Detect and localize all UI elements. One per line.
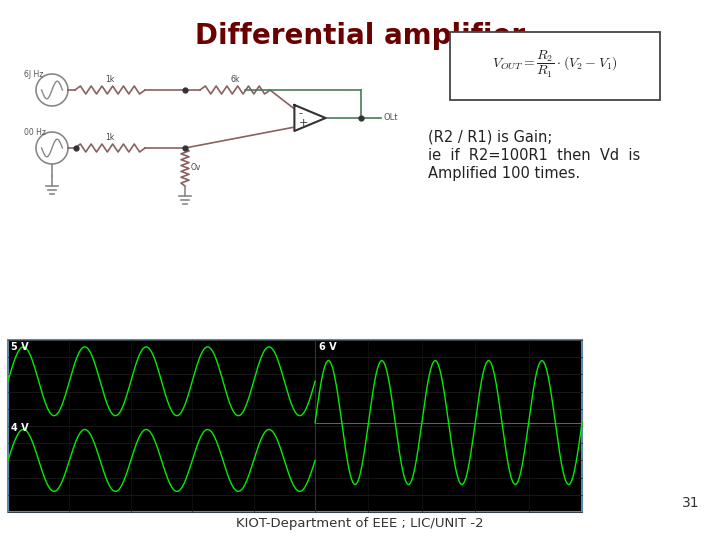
Bar bbox=[450, 32, 660, 100]
Text: 6k: 6k bbox=[230, 75, 240, 84]
Text: Amplified 100 times.: Amplified 100 times. bbox=[428, 166, 580, 181]
Text: 1k: 1k bbox=[105, 75, 114, 84]
Text: +: + bbox=[298, 118, 307, 128]
Text: $V_{OUT} = \dfrac{R_2}{R_1} \cdot (V_2 - V_1)$: $V_{OUT} = \dfrac{R_2}{R_1} \cdot (V_2 -… bbox=[492, 49, 618, 79]
Text: -: - bbox=[298, 108, 302, 118]
Polygon shape bbox=[294, 105, 325, 131]
Text: 00 Hz: 00 Hz bbox=[24, 128, 46, 137]
Text: 1k: 1k bbox=[105, 133, 114, 142]
Text: 6J Hz: 6J Hz bbox=[24, 70, 43, 79]
Text: Differential amplifier: Differential amplifier bbox=[195, 22, 525, 50]
Text: ie  if  R2=100R1  then  Vd  is: ie if R2=100R1 then Vd is bbox=[428, 148, 640, 163]
Text: Ov: Ov bbox=[191, 163, 202, 172]
Text: 31: 31 bbox=[683, 496, 700, 510]
Text: KIOT-Department of EEE ; LIC/UNIT -2: KIOT-Department of EEE ; LIC/UNIT -2 bbox=[236, 517, 484, 530]
Text: OLt: OLt bbox=[384, 113, 398, 123]
Bar bbox=[8, 340, 582, 512]
Text: 5 V: 5 V bbox=[11, 342, 29, 352]
Text: (R2 / R1) is Gain;: (R2 / R1) is Gain; bbox=[428, 130, 552, 145]
Text: 6 V: 6 V bbox=[319, 342, 337, 352]
Text: 4 V: 4 V bbox=[11, 423, 29, 433]
